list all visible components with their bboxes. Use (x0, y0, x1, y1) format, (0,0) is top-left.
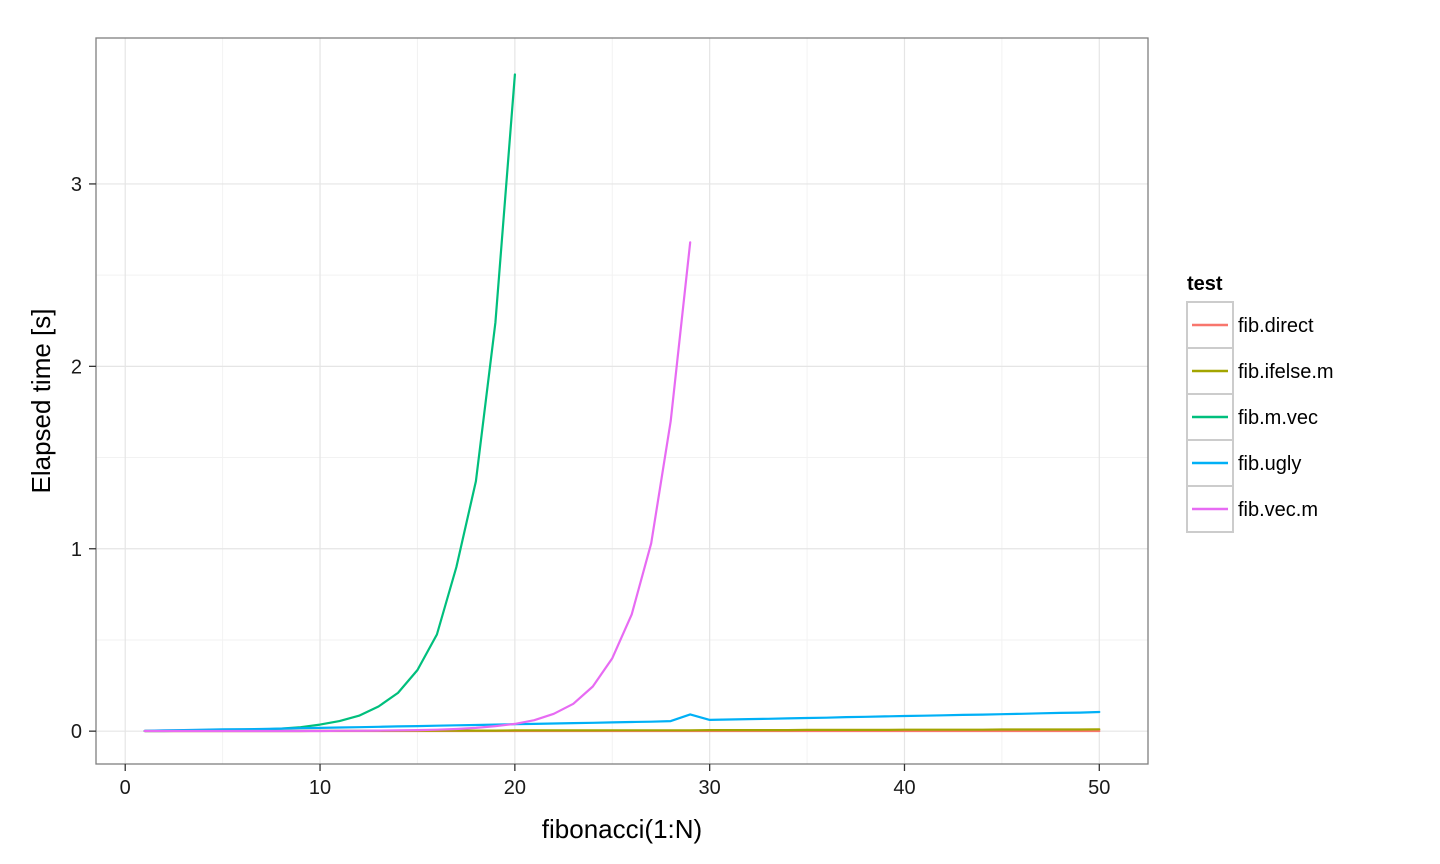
x-tick-label: 20 (504, 777, 526, 799)
x-tick-label: 0 (120, 777, 131, 799)
x-tick-label: 50 (1088, 777, 1110, 799)
minor-gridlines (96, 38, 1148, 764)
legend-item-fib-ugly: fib.ugly (1186, 439, 1301, 487)
plot-border (95, 37, 1149, 765)
legend-item-fib-m-vec: fib.m.vec (1186, 393, 1318, 441)
x-tick-label: 10 (309, 777, 331, 799)
legend-label: fib.ugly (1238, 453, 1301, 475)
legend: test fib.direct fib.ifelse.m fib.m.vec fib.… (1186, 273, 1334, 533)
plot-panel (96, 38, 1148, 764)
y-axis-title: Elapsed time [s] (26, 309, 56, 494)
series-line-fib-vec-m (143, 241, 692, 733)
x-tick-label: 30 (699, 777, 721, 799)
y-tick-label: 3 (71, 174, 82, 196)
legend-item-fib-direct: fib.direct (1186, 301, 1314, 349)
legend-label: fib.vec.m (1238, 499, 1318, 521)
y-tick-label: 2 (71, 356, 82, 378)
legend-item-fib-ifelse-m: fib.ifelse.m (1186, 347, 1334, 395)
series-lines (143, 73, 1101, 733)
x-axis-title: fibonacci(1:N) (542, 814, 702, 844)
legend-item-fib-vec-m: fib.vec.m (1186, 485, 1318, 533)
x-axis: 0 10 20 30 40 50 (120, 764, 1110, 799)
legend-label: fib.m.vec (1238, 407, 1318, 429)
legend-title: test (1187, 273, 1223, 295)
y-tick-label: 0 (71, 721, 82, 743)
legend-label: fib.direct (1238, 315, 1314, 337)
x-tick-label: 40 (893, 777, 915, 799)
y-axis: 0 1 2 3 (71, 174, 96, 743)
y-tick-label: 1 (71, 539, 82, 561)
legend-label: fib.ifelse.m (1238, 361, 1334, 383)
series-line-fib-ugly (143, 710, 1101, 732)
